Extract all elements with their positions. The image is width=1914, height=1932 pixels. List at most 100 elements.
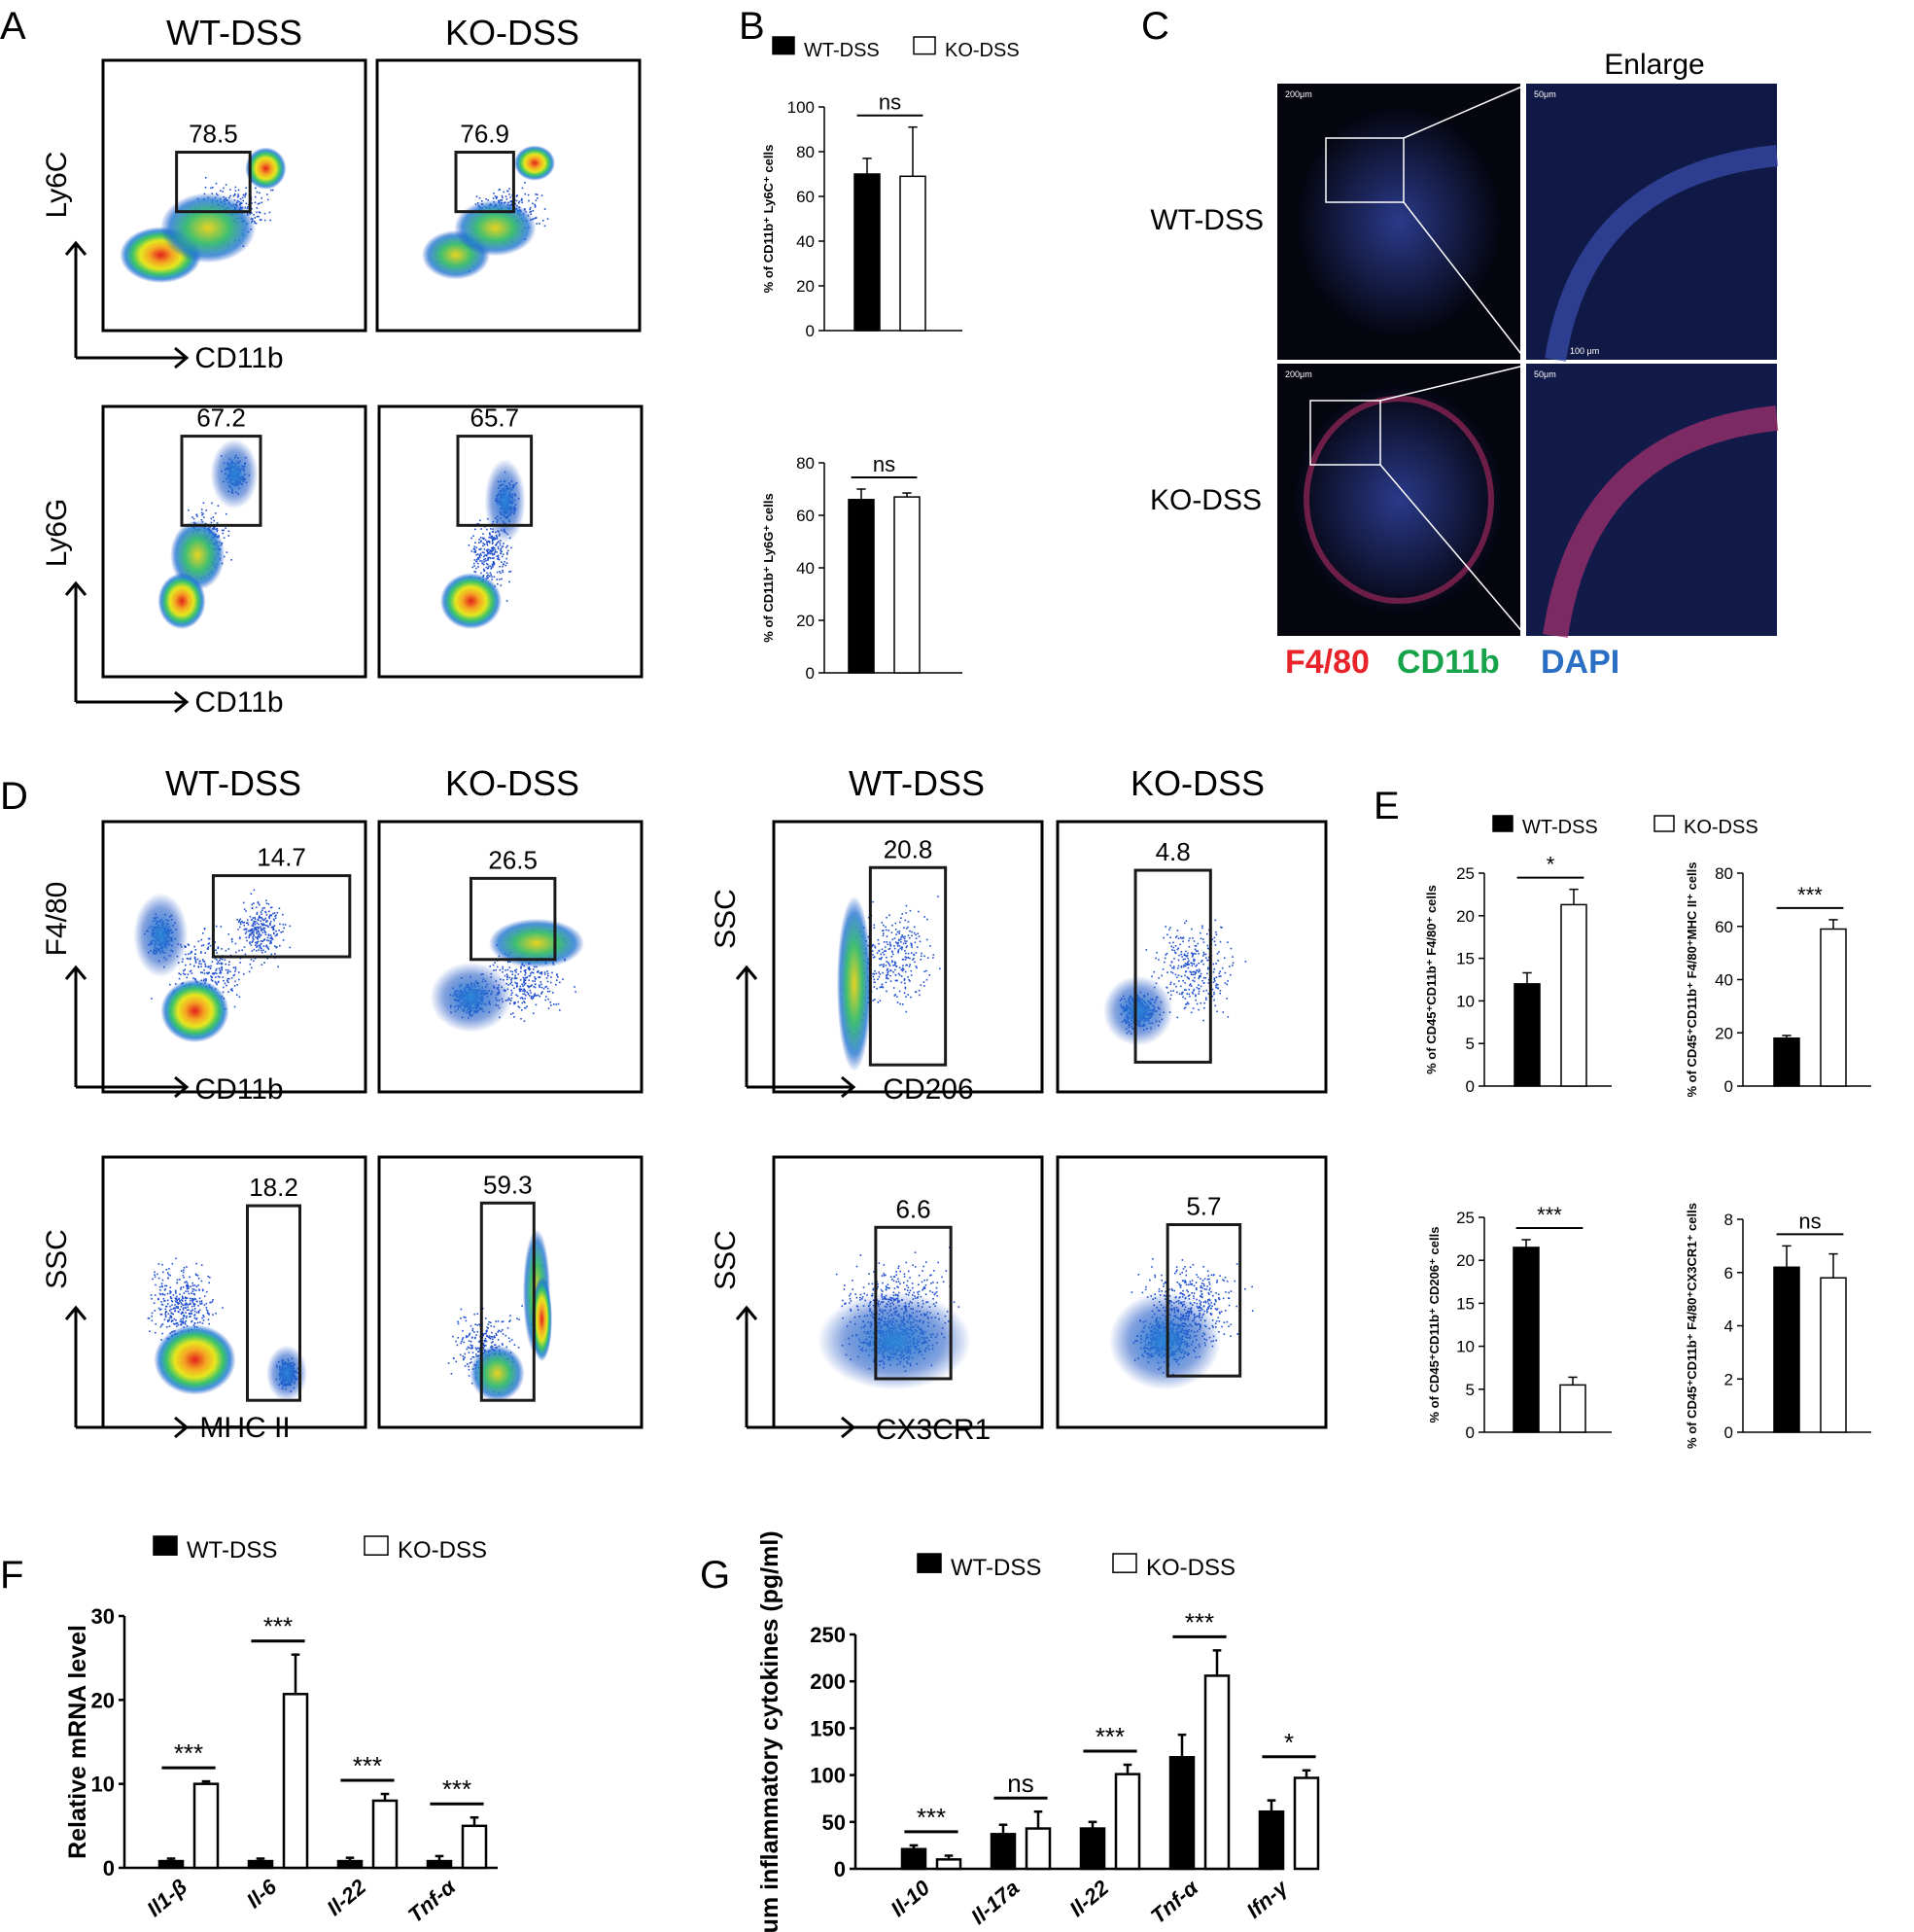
- flow-event-dot: [204, 177, 207, 179]
- flow-event-dot: [482, 562, 484, 565]
- flow-event-dot: [261, 913, 262, 915]
- flow-event-dot: [235, 951, 237, 954]
- flow-event-dot: [542, 987, 545, 990]
- flow-event-dot: [253, 922, 256, 924]
- flow-event-dot: [544, 999, 547, 1001]
- flow-event-dot: [502, 966, 504, 968]
- flow-event-dot: [489, 537, 491, 539]
- flow-event-dot: [234, 970, 236, 972]
- flow-event-dot: [260, 920, 261, 922]
- flow-event-dot: [524, 1006, 527, 1009]
- flow-event-dot: [257, 926, 260, 929]
- flow-event-dot: [222, 532, 225, 535]
- flow-event-dot: [180, 973, 182, 976]
- flow-event-dot: [514, 969, 516, 971]
- flow-event-dot: [252, 933, 255, 935]
- flow-event-dot: [205, 509, 207, 511]
- flow-event-dot: [505, 195, 507, 197]
- flow-event-dot: [279, 923, 281, 926]
- flow-event-dot: [266, 939, 268, 941]
- flow-density-hotspot: [439, 573, 503, 630]
- flow-event-dot: [489, 533, 491, 536]
- flow-event-dot: [529, 206, 532, 209]
- flow-event-dot: [491, 579, 493, 580]
- flow-event-dot: [477, 558, 480, 560]
- flow-event-dot: [212, 187, 214, 189]
- flow-event-dot: [196, 515, 198, 517]
- flow-x-axis-label: CD11b: [194, 342, 283, 374]
- flow-event-dot: [202, 959, 204, 961]
- flow-event-dot: [200, 938, 202, 941]
- flow-event-dot: [528, 979, 530, 981]
- flow-event-dot: [483, 558, 485, 561]
- flow-event-dot: [259, 219, 261, 221]
- flow-event-dot: [485, 541, 488, 544]
- flow-event-dot: [519, 979, 522, 981]
- flow-event-dot: [523, 979, 525, 981]
- flow-event-dot: [479, 548, 481, 550]
- flow-event-dot: [514, 1001, 516, 1004]
- flow-event-dot: [500, 548, 503, 550]
- flow-event-dot: [255, 906, 258, 909]
- flow-event-dot: [241, 196, 244, 199]
- flow-event-dot: [484, 539, 487, 542]
- flow-density-hotspot: [157, 573, 206, 630]
- flow-event-dot: [251, 925, 254, 927]
- flow-event-dot: [540, 986, 543, 989]
- flow-event-dot: [492, 547, 494, 549]
- flow-event-dot: [211, 502, 213, 505]
- flow-event-dot: [523, 981, 525, 984]
- flow-event-dot: [275, 914, 277, 917]
- flow-event-dot: [537, 971, 539, 973]
- flow-event-dot: [519, 997, 522, 1000]
- flow-event-dot: [269, 906, 272, 909]
- flow-event-dot: [480, 554, 482, 556]
- flow-event-dot: [200, 966, 202, 967]
- flow-event-dot: [210, 517, 213, 520]
- flow-event-dot: [262, 945, 265, 947]
- flow-event-dot: [211, 961, 214, 963]
- flow-event-dot: [480, 540, 482, 542]
- flow-event-dot: [227, 964, 230, 966]
- flow-event-dot: [263, 918, 266, 921]
- flow-event-dot: [252, 936, 254, 938]
- flow-event-dot: [187, 973, 190, 975]
- flow-event-dot: [219, 976, 221, 978]
- flow-event-dot: [534, 980, 536, 982]
- flow-event-dot: [486, 550, 489, 553]
- flow-event-dot: [546, 987, 549, 990]
- flow-event-dot: [475, 553, 477, 556]
- flow-event-dot: [191, 516, 193, 518]
- flow-event-dot: [260, 946, 261, 948]
- flow-event-dot: [477, 522, 479, 525]
- flow-event-dot: [234, 966, 237, 968]
- flow-event-dot: [210, 979, 213, 981]
- flow-event-dot: [217, 946, 220, 948]
- flow-event-dot: [227, 933, 229, 935]
- flow-event-dot: [261, 923, 262, 925]
- flow-event-dot: [497, 558, 499, 560]
- flow-event-dot: [233, 194, 236, 196]
- flow-event-dot: [262, 919, 264, 922]
- flow-event-dot: [533, 994, 536, 997]
- flow-event-dot: [253, 889, 256, 892]
- flow-event-dot: [269, 921, 272, 923]
- flow-event-dot: [244, 193, 247, 196]
- flow-event-dot: [539, 986, 540, 988]
- flow-event-dot: [233, 985, 236, 987]
- flow-event-dot: [502, 967, 504, 970]
- flow-event-dot: [472, 547, 475, 550]
- flow-event-dot: [252, 928, 254, 931]
- flow-event-dot: [272, 928, 275, 931]
- flow-event-dot: [269, 924, 271, 927]
- flow-event-dot: [258, 935, 260, 937]
- flow-event-dot: [257, 901, 260, 903]
- flow-event-dot: [220, 958, 222, 960]
- flow-event-dot: [233, 1005, 236, 1008]
- flow-event-dot: [204, 187, 207, 189]
- flow-density-hotspot: [160, 979, 229, 1043]
- flow-event-dot: [499, 542, 502, 544]
- flow-event-dot: [258, 949, 260, 951]
- flow-event-dot: [487, 574, 489, 577]
- flow-event-dot: [508, 966, 511, 968]
